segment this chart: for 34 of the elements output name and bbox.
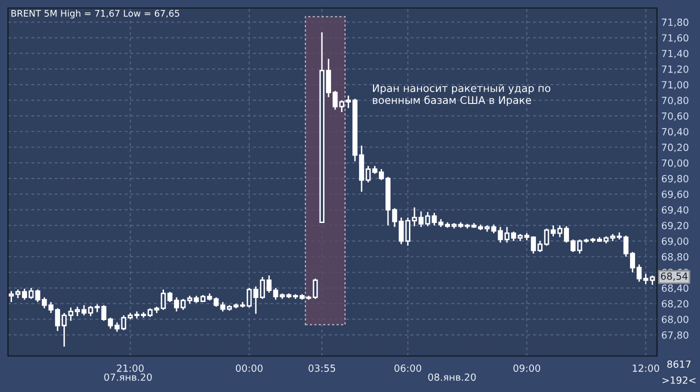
y-tick-label: 71,40: [662, 50, 688, 58]
text: 08.янв.20: [428, 373, 476, 381]
text: >192<: [662, 376, 696, 384]
y-tick-label: 71,60: [662, 34, 688, 43]
y-tick-label: 70,80: [662, 96, 688, 106]
y-tick-label: 68,20: [662, 300, 688, 308]
candlestick: [312, 278, 318, 300]
y-tick-label: 70,00: [662, 159, 688, 168]
y-tick-label: 68,00: [662, 316, 688, 324]
y-tick-label: 69,80: [662, 174, 688, 184]
y-tick-label: 68,80: [662, 253, 688, 262]
y-tick-label: 69,60: [662, 190, 688, 199]
text: 8617: [667, 360, 691, 368]
y-tick-label: 70,20: [662, 144, 688, 152]
y-tick-label: 69,00: [662, 238, 688, 246]
x-tick-label: 06:00: [394, 364, 422, 372]
x-tick-label: 09:00: [513, 364, 540, 372]
y-tick-label: 67,80: [662, 331, 688, 340]
y-tick-label: 71,20: [662, 65, 688, 74]
y-tick-label: 68,40: [662, 284, 688, 293]
x-tick-label: 21:00: [116, 364, 144, 372]
x-tick-label: 12:00: [632, 364, 660, 372]
y-tick-label: 70,40: [662, 128, 688, 136]
x-tick-label: 00:00: [236, 364, 263, 372]
x-tick-label: 03:55: [308, 364, 336, 372]
y-tick-label: 71,80: [662, 18, 688, 27]
y-tick-label: 70,60: [662, 112, 688, 121]
annotation: Иран наносит ракетный удар по военным базам США в Ираке: [372, 84, 550, 106]
y-tick-label: 69,20: [662, 222, 688, 230]
text: 07.янв.20: [104, 373, 152, 381]
y-tick-label: 69,40: [662, 206, 688, 215]
y-tick-label: 71,00: [662, 81, 688, 90]
chart-title: BRENT 5M High = 71,67 Low = 67,65: [11, 10, 180, 18]
annotation: 68,54: [660, 272, 688, 281]
